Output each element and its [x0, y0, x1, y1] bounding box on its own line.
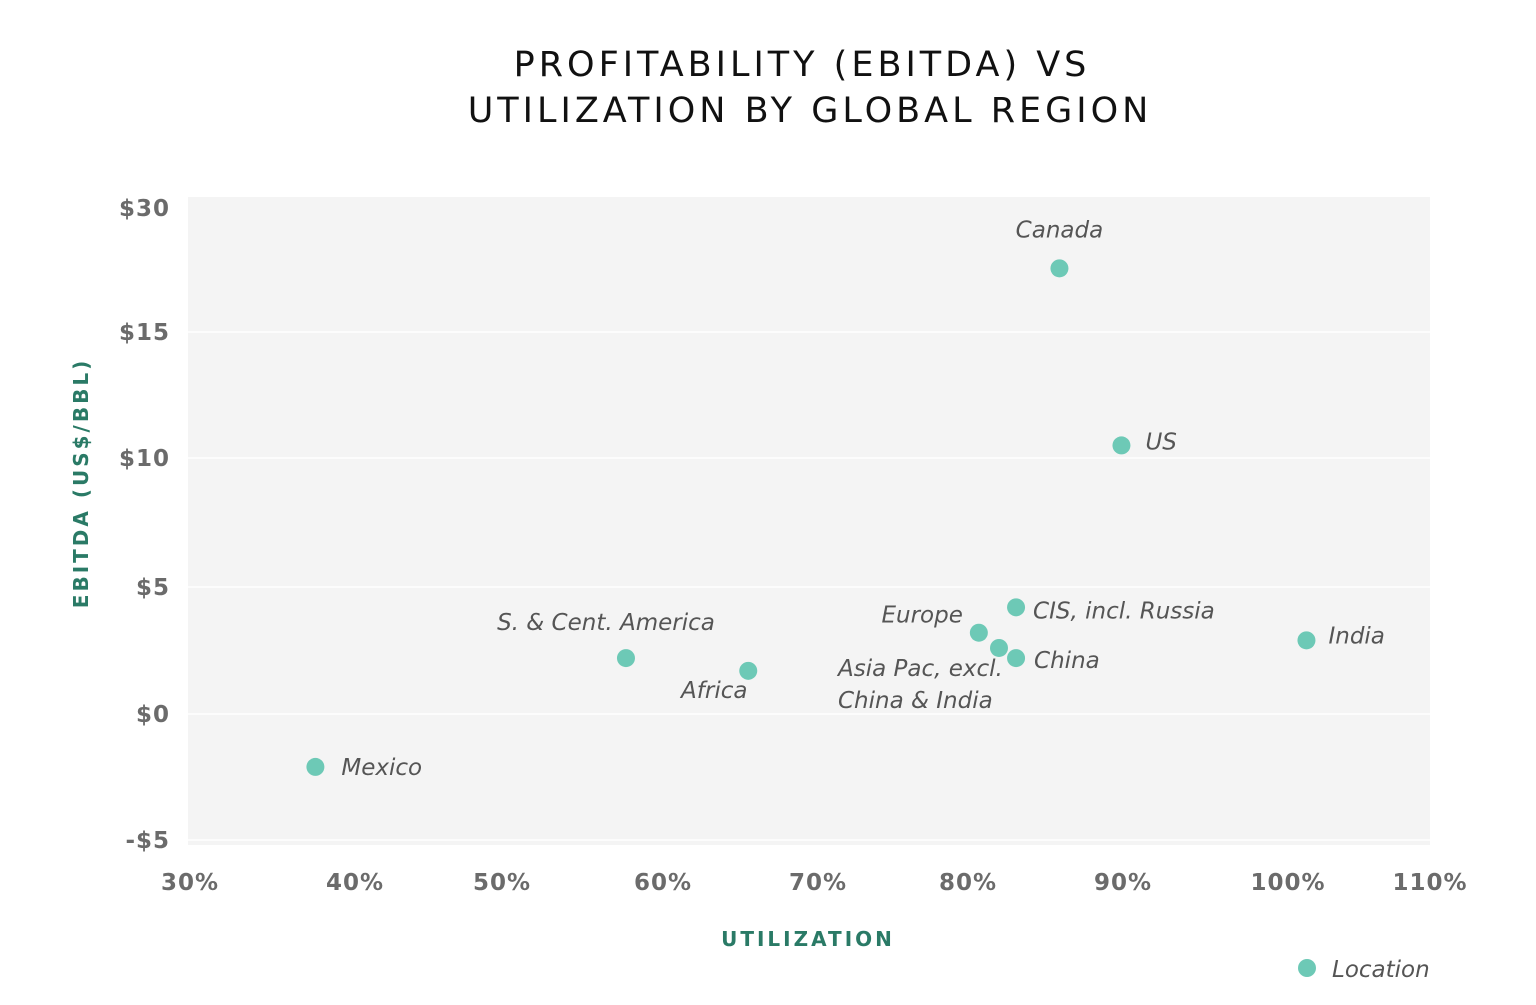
- x-tick-label: 60%: [634, 870, 692, 896]
- data-point-group: Europe: [881, 603, 988, 642]
- data-point-group: Canada: [1016, 217, 1104, 278]
- x-axis-label: UTILIZATION: [721, 927, 895, 951]
- data-label: Mexico: [341, 755, 422, 781]
- data-point-group: S. & Cent. America: [497, 610, 715, 668]
- y-tick-label: $5: [136, 575, 170, 601]
- data-label: China: [1034, 648, 1100, 674]
- data-point[interactable]: [616, 649, 635, 668]
- data-point[interactable]: [739, 661, 758, 680]
- data-point[interactable]: [990, 638, 1008, 657]
- data-point[interactable]: [969, 623, 988, 642]
- data-label: Asia Pac, excl.: [836, 656, 1003, 682]
- data-point-group: Asia Pac, excl. China & India: [836, 638, 1008, 714]
- data-point[interactable]: [1050, 259, 1069, 278]
- data-label: Africa: [679, 678, 747, 704]
- data-point[interactable]: [306, 757, 325, 776]
- legend-label: Location: [1332, 957, 1430, 983]
- x-tick-label: 110%: [1392, 870, 1467, 896]
- legend: Location: [1298, 957, 1430, 983]
- y-tick-label: $0: [136, 702, 170, 728]
- data-label: CIS, incl. Russia: [1033, 598, 1215, 624]
- y-tick-label: -$5: [125, 828, 170, 854]
- data-point-group: India: [1297, 623, 1385, 650]
- y-tick-label: $10: [119, 446, 170, 472]
- x-tick-label: 40%: [326, 870, 384, 896]
- data-label: S. & Cent. America: [497, 610, 715, 636]
- data-label: China & India: [838, 688, 993, 714]
- data-point-group: China: [1007, 648, 1100, 674]
- y-tick-label: $30: [119, 196, 170, 222]
- x-tick-label: 100%: [1250, 870, 1325, 896]
- data-label: Canada: [1016, 217, 1104, 243]
- data-point[interactable]: [1297, 631, 1316, 650]
- x-tick-label: 80%: [939, 870, 997, 896]
- y-axis-label: EBITDA (US$/BBL): [69, 358, 93, 608]
- data-point[interactable]: [1007, 649, 1026, 668]
- x-tick-label: 50%: [473, 870, 531, 896]
- data-label: Europe: [881, 603, 962, 629]
- plot-area: [188, 197, 1430, 845]
- y-tick-label: $15: [119, 320, 170, 346]
- data-label: US: [1145, 429, 1176, 455]
- data-point-group: Mexico: [306, 755, 422, 781]
- data-point-group: CIS, incl. Russia: [1007, 598, 1215, 624]
- data-point-group: Africa: [679, 661, 758, 704]
- data-point-group: US: [1112, 429, 1177, 455]
- data-point[interactable]: [1112, 436, 1131, 455]
- data-label: India: [1328, 623, 1384, 649]
- chart-title-line-1: PROFITABILITY (EBITDA) VS: [514, 45, 1091, 85]
- x-tick-label: 70%: [789, 870, 847, 896]
- x-tick-label: 90%: [1094, 870, 1152, 896]
- chart-title-line-2: UTILIZATION BY GLOBAL REGION: [468, 91, 1153, 131]
- legend-marker: [1298, 959, 1316, 977]
- data-point[interactable]: [1007, 598, 1026, 617]
- x-tick-label: 30%: [161, 870, 219, 896]
